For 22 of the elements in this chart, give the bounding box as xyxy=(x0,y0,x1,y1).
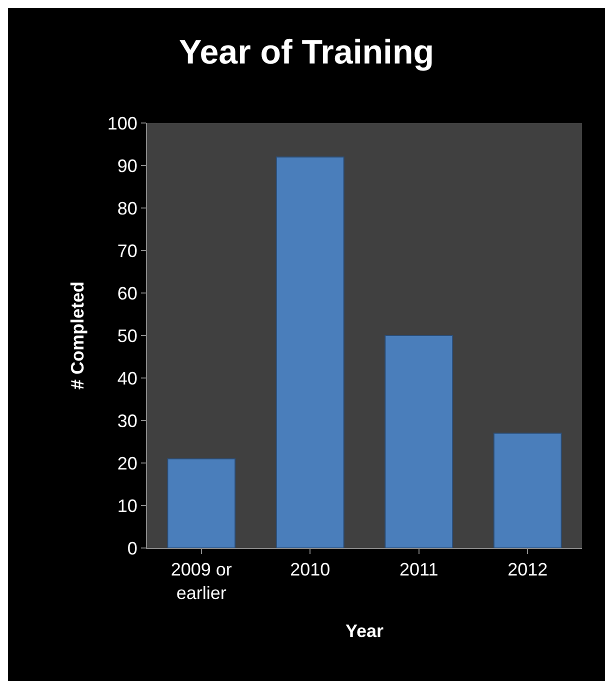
bar xyxy=(493,432,562,548)
y-tick-label: 10 xyxy=(117,496,138,516)
x-tick-label: 2009 or earlier xyxy=(170,560,232,603)
bar xyxy=(276,156,344,548)
chart-title: Year of Training xyxy=(178,34,434,72)
y-tick-label: 70 xyxy=(117,240,138,261)
bar xyxy=(384,335,454,548)
y-tick-label: 90 xyxy=(117,156,138,176)
y-tick-label: 100 xyxy=(107,113,138,134)
y-axis-title: # Completed xyxy=(68,281,88,390)
y-tick-label: 30 xyxy=(117,410,138,431)
y-tick-label: 0 xyxy=(127,538,138,558)
x-tick-label: 2010 xyxy=(290,560,330,580)
y-tick-label: 20 xyxy=(117,453,138,474)
bar xyxy=(167,458,236,548)
y-tick-label: 50 xyxy=(117,326,138,346)
y-tick-label: 40 xyxy=(117,368,138,388)
x-axis-title: Year xyxy=(345,621,384,642)
x-tick-label: 2012 xyxy=(508,560,548,580)
y-tick-label: 80 xyxy=(117,198,138,218)
y-tick-label: 60 xyxy=(117,283,138,304)
x-tick-label: 2011 xyxy=(400,560,438,580)
